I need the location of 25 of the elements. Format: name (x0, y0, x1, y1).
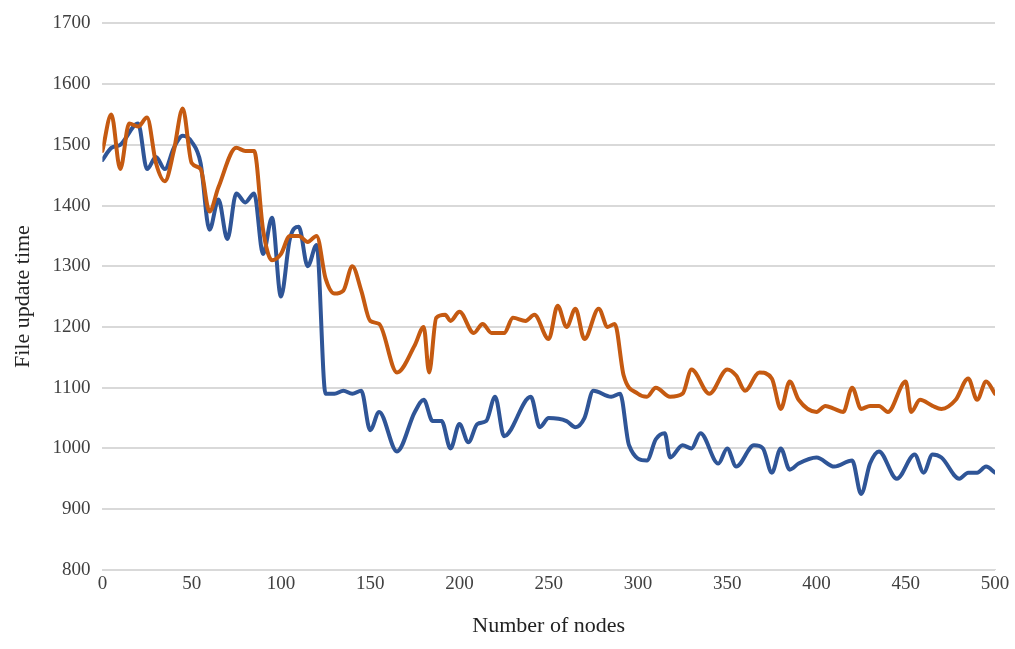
x-tick-label: 350 (712, 572, 742, 594)
y-tick-label: 1700 (52, 11, 91, 33)
y-tick-label: 1500 (52, 132, 91, 154)
x-tick-label: 50 (182, 572, 202, 594)
y-tick-label: 1100 (53, 375, 91, 397)
line-series (102, 121, 995, 496)
x-tick-label: 500 (980, 572, 1010, 594)
x-tick-label: 250 (534, 572, 563, 594)
x-tick-label: 450 (891, 572, 920, 594)
x-axis-title: Number of nodes (472, 611, 626, 637)
y-tick-label: 900 (61, 497, 91, 519)
y-tick-label: 1300 (52, 254, 91, 276)
y-tick-label: 1600 (52, 72, 91, 94)
y-tick-label: 800 (61, 557, 91, 579)
x-tick-label: 150 (355, 572, 385, 594)
x-tick-label: 0 (97, 572, 108, 594)
y-tick-label: 1400 (52, 193, 91, 215)
x-tick-label: 400 (802, 572, 831, 594)
x-tick-label: 100 (266, 572, 296, 594)
x-tick-label: 300 (623, 572, 653, 594)
x-tick-label: 200 (445, 572, 474, 594)
y-tick-label: 1000 (52, 436, 91, 458)
y-tick-label: 1200 (52, 314, 91, 336)
line-series (102, 106, 995, 414)
y-axis-title: File update time (8, 225, 34, 369)
